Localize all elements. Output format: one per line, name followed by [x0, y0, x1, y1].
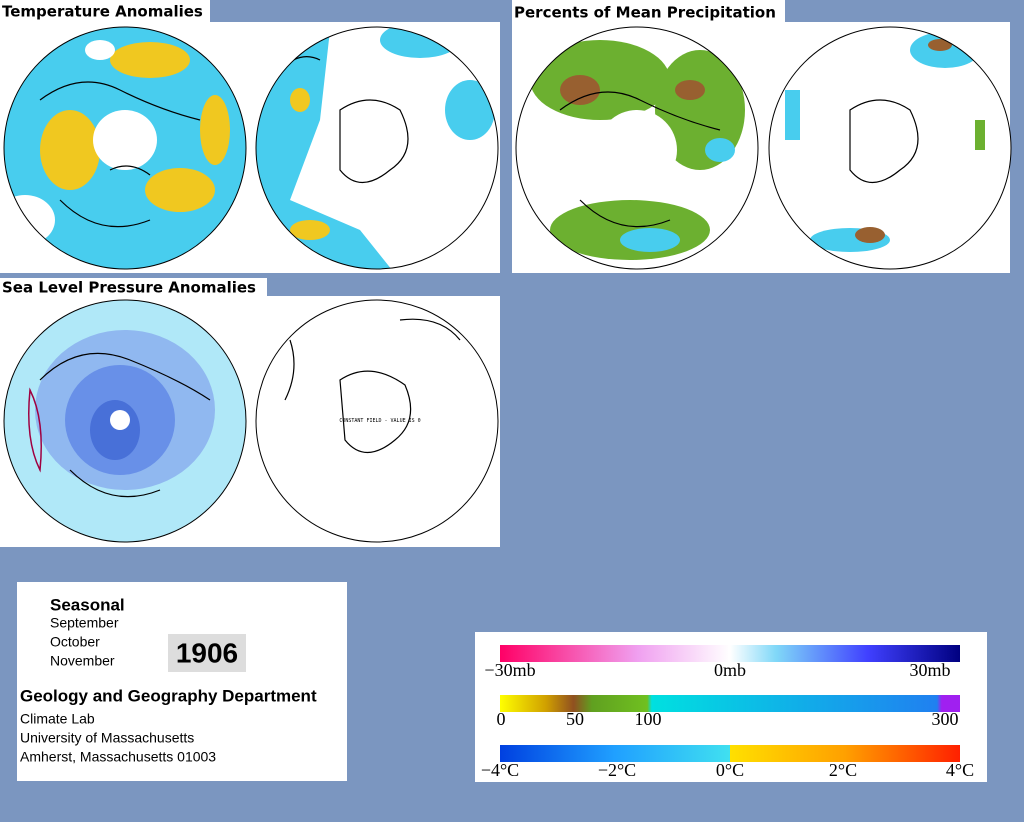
- legend-label: −2°C: [598, 760, 636, 780]
- year-bg: [168, 634, 246, 672]
- legend-label: 4°C: [946, 760, 974, 780]
- legend-label: 2°C: [829, 760, 857, 780]
- map: [256, 27, 498, 269]
- legend-label: 0°C: [716, 760, 744, 780]
- legend-label: −30mb: [484, 660, 535, 680]
- address-line: Amherst, Massachusetts 01003: [20, 749, 216, 765]
- map: [516, 27, 758, 269]
- map: [4, 27, 246, 269]
- colorbar: [500, 745, 960, 762]
- globe: [515, 26, 759, 270]
- title-bg: [512, 0, 785, 22]
- globe: [3, 299, 247, 543]
- globe: [255, 26, 499, 270]
- address-line: Climate Lab: [20, 711, 95, 727]
- legend-label: 0mb: [714, 660, 746, 680]
- legend-label: 100: [635, 709, 662, 729]
- colorbar: [500, 695, 960, 712]
- title-bg: [0, 278, 267, 296]
- panel-title: Temperature Anomalies: [2, 3, 203, 21]
- legend-label: 0: [497, 709, 506, 729]
- colorbar: [500, 645, 960, 662]
- info-box: [17, 582, 347, 781]
- globe: [255, 299, 499, 543]
- legend-label: −4°C: [481, 760, 519, 780]
- info-heading: Seasonal: [50, 595, 125, 614]
- map: [769, 27, 1011, 269]
- panel-title: Percents of Mean Precipitation: [514, 4, 776, 22]
- map: [4, 300, 246, 542]
- annotation: CONSTANT FIELD - VALUE IS 0: [339, 418, 420, 424]
- legend-label: 300: [932, 709, 959, 729]
- legend-label: 50: [566, 709, 584, 729]
- address-line: University of Massachusetts: [20, 730, 194, 746]
- month: September: [50, 615, 119, 631]
- panel-title: Sea Level Pressure Anomalies: [2, 279, 256, 297]
- legend-label: 30mb: [909, 660, 950, 680]
- coastline: [284, 318, 461, 453]
- globe: [768, 26, 1012, 270]
- title-bg: [0, 0, 210, 22]
- globe: [3, 26, 247, 270]
- department: Geology and Geography Department: [20, 686, 317, 705]
- month: October: [50, 634, 100, 650]
- year: 1906: [176, 637, 238, 668]
- month: November: [50, 653, 115, 669]
